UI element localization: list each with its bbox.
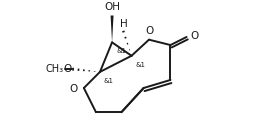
Text: O: O <box>69 84 77 94</box>
Text: &1: &1 <box>116 48 126 54</box>
Text: O: O <box>145 26 153 36</box>
Text: CH₃: CH₃ <box>46 64 64 74</box>
Text: OH: OH <box>104 2 120 12</box>
Text: O: O <box>63 64 72 74</box>
Polygon shape <box>110 16 113 42</box>
Text: H: H <box>120 19 128 29</box>
Text: &1: &1 <box>103 78 113 84</box>
Text: &1: &1 <box>135 61 145 68</box>
Text: O: O <box>190 31 198 41</box>
